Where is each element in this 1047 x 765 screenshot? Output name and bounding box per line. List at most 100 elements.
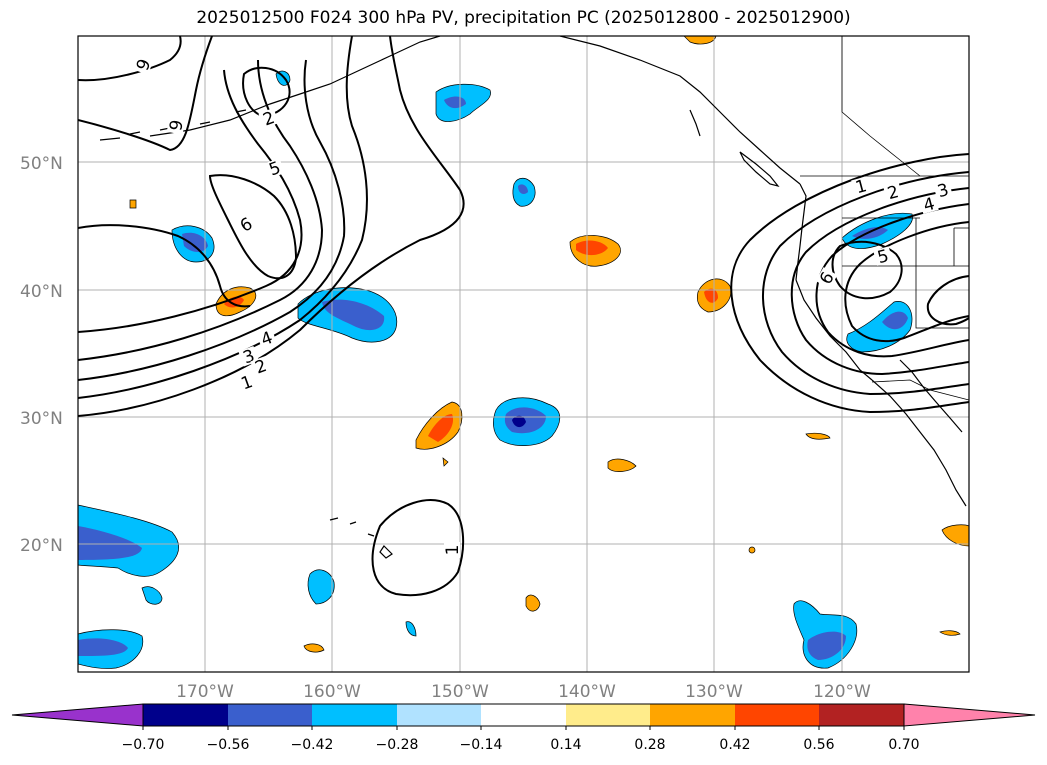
precip-pos-small-6 xyxy=(939,630,961,636)
pv-contour-4-east xyxy=(815,203,969,358)
precip-pos-small-1 xyxy=(442,457,449,467)
lon-label-120w: 120°W xyxy=(813,682,871,702)
colorbar-bin-5 xyxy=(481,704,566,726)
colorbar-bin-8 xyxy=(735,704,819,726)
precip-neg-145w-48n-core xyxy=(518,184,528,194)
colorbar-tick-label: 0.70 xyxy=(888,737,919,753)
colorbar-frame xyxy=(142,703,905,727)
contour-labels: 9 9 2 5 6 4 3 2 1 1 2 3 4 5 6 1 xyxy=(133,54,953,558)
aleutian-islands xyxy=(99,109,247,141)
contour-label: 2 xyxy=(885,182,901,204)
precip-pos-150w-core xyxy=(428,414,454,442)
contour-label: 3 xyxy=(935,180,951,202)
contour-label: 4 xyxy=(921,194,937,216)
precip-pos-small-8 xyxy=(748,546,756,554)
lat-label-40n: 40°N xyxy=(20,282,63,302)
colorbar-bin-6 xyxy=(566,704,650,726)
precip-neg-small-4 xyxy=(405,621,417,637)
se-alaska-coast xyxy=(559,36,801,185)
us-mexico-border xyxy=(871,379,969,401)
precip-neg-small-3 xyxy=(307,569,335,605)
pv-contour-3-west xyxy=(78,59,346,381)
pv-contour-2-west xyxy=(78,36,368,399)
baja-coast xyxy=(871,379,967,507)
gulf-of-california xyxy=(899,359,963,433)
map-background xyxy=(78,36,969,672)
colorbar-extend-left xyxy=(11,703,144,727)
pv-contour-1-east xyxy=(730,153,969,414)
vancouver-island xyxy=(739,151,780,188)
pv-contour-4-west xyxy=(78,59,324,361)
colorbar-bin-1 xyxy=(143,704,228,726)
pv-contour-5-west xyxy=(78,69,303,333)
lat-label-30n: 30°N xyxy=(20,409,63,429)
colorbar-tick-label: 0.42 xyxy=(719,737,750,753)
contour-label: 5 xyxy=(875,246,891,268)
colorbar-bin-9 xyxy=(819,704,904,726)
pv-contour-west-edge xyxy=(78,224,251,308)
lon-label-170w: 170°W xyxy=(176,682,234,702)
alaska-coast xyxy=(149,36,441,137)
precip-pos-small-5 xyxy=(941,524,969,547)
precip-pos-140w-core xyxy=(576,240,608,256)
precip-pos-small-3 xyxy=(525,594,541,612)
colorbar-tick-label: 0.28 xyxy=(634,737,665,753)
pv-contour-nw-2 xyxy=(78,36,213,152)
pv-contours xyxy=(78,36,969,597)
map-title: 2025012500 F024 300 hPa PV, precipitatio… xyxy=(196,8,851,28)
precip-pos-138w xyxy=(607,458,637,472)
colorbar-bin-3 xyxy=(312,704,397,726)
colorbar-bin-7 xyxy=(650,704,735,726)
colorbar: −0.70 −0.56 −0.42 −0.28 −0.14 0.14 0.28 … xyxy=(11,703,1036,753)
precip-neg-sw-blob-core xyxy=(78,638,128,656)
pv-contour-nw-3 xyxy=(242,66,291,118)
precip-pos-small-7 xyxy=(129,199,137,209)
california-coast xyxy=(795,279,873,381)
precip-neg-coast-south-core xyxy=(882,311,908,330)
state-borders xyxy=(842,217,969,329)
pv-contour-3-east xyxy=(790,187,969,376)
colorbar-tick-marks xyxy=(142,726,905,730)
pv-contour-1-hawaii xyxy=(371,499,465,597)
lon-label-130w: 130°W xyxy=(685,682,743,702)
pv-contour-6-loop xyxy=(208,174,298,280)
precip-neg-small-1 xyxy=(141,586,163,605)
precip-neg-west-43n-core xyxy=(182,232,208,252)
pv-contour-5-east xyxy=(844,221,969,343)
pv-contour-1-west xyxy=(78,36,465,417)
longitude-labels: 170°W 160°W 150°W 140°W 130°W 120°W xyxy=(176,682,871,702)
colorbar-extend-right xyxy=(903,703,1036,727)
precip-neg-145w-30n-dark xyxy=(512,415,526,428)
haida-gwaii xyxy=(689,109,701,137)
colorbar-tick-label: −0.70 xyxy=(122,737,165,753)
map-frame xyxy=(77,35,970,673)
pv-contour-2-east xyxy=(762,171,969,396)
precip-neg-120w-15n-core xyxy=(807,631,846,660)
lat-label-50n: 50°N xyxy=(20,154,63,174)
colorbar-tick-label: −0.56 xyxy=(207,737,250,753)
lat-label-20n: 20°N xyxy=(20,536,63,556)
alaska-canada-border xyxy=(841,36,921,177)
colorbar-tick-label: −0.28 xyxy=(376,737,419,753)
contour-label: 1 xyxy=(443,545,463,556)
lon-label-160w: 160°W xyxy=(303,682,361,702)
pv-contour-6-east-inner xyxy=(926,275,969,326)
precip-neg-158w-core xyxy=(322,299,385,331)
colorbar-tick-label: −0.42 xyxy=(291,737,334,753)
pv-contour-nw-1 xyxy=(78,36,182,82)
lon-label-150w: 150°W xyxy=(431,682,489,702)
lon-label-140w: 140°W xyxy=(558,682,616,702)
precip-pos-small-2 xyxy=(303,643,325,653)
precip-pos-small-4 xyxy=(805,432,831,440)
colorbar-bin-2 xyxy=(228,704,312,726)
colorbar-tick-label: 0.56 xyxy=(803,737,834,753)
colorbar-tick-label: −0.14 xyxy=(460,737,503,753)
contour-label: 9 xyxy=(166,118,188,132)
colorbar-bin-4 xyxy=(397,704,481,726)
contour-label: 1 xyxy=(853,176,869,198)
precip-neg-west-band-core xyxy=(78,526,142,560)
colorbar-tick-label: 0.14 xyxy=(550,737,581,753)
hawaii-islands xyxy=(329,517,393,559)
latitude-labels: 50°N 40°N 30°N 20°N xyxy=(20,154,63,556)
